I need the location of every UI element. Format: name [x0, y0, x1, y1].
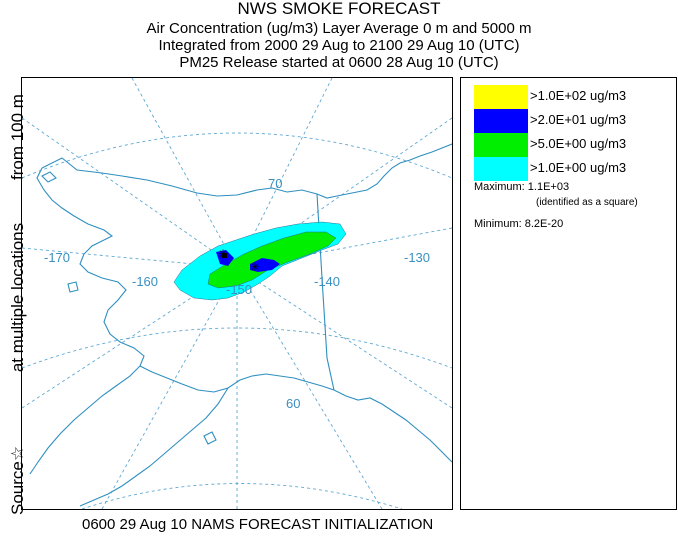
alaska-peninsula	[79, 387, 229, 507]
graticule	[21, 77, 453, 510]
lon-line-3	[21, 267, 238, 409]
island-2	[67, 281, 79, 293]
legend-item-20: >2.0E+01 ug/m3	[474, 109, 674, 133]
source-star-2: ✳	[250, 260, 260, 274]
lat-line-70	[21, 132, 453, 179]
arctic-coast	[41, 143, 453, 199]
lon-line-1	[21, 117, 238, 269]
lat-label-70: 70	[268, 176, 282, 191]
smoke-map: ✳ ✳ -170 -160 -150 -140 -130 70 60	[21, 77, 453, 510]
lon-label-170: -170	[44, 250, 70, 265]
maximum-note: (identified as a square)	[536, 197, 638, 208]
lon-label-160: -160	[132, 274, 158, 289]
lon-line-4	[101, 267, 238, 510]
integration-period: Integrated from 2000 29 Aug to 2100 29 A…	[158, 37, 520, 54]
grid-labels: -170 -160 -150 -140 -130 70 60	[44, 176, 430, 411]
coastlines	[29, 143, 453, 507]
concentration-legend: >1.0E+02 ug/m3 >2.0E+01 ug/m3 >5.0E+00 u…	[460, 77, 677, 510]
legend-item-5: >5.0E+00 ug/m3	[474, 133, 674, 157]
concentration-subtitle: Air Concentration (ug/m3) Layer Average …	[146, 20, 532, 37]
legend-label: >2.0E+01 ug/m3	[530, 112, 627, 127]
smoke-plume: ✳ ✳	[173, 221, 347, 301]
lon-label-150: -150	[226, 282, 252, 297]
map-canvas: ✳ ✳ -170 -160 -150 -140 -130 70 60	[21, 77, 453, 510]
legend-item-1: >1.0E+00 ug/m3	[474, 157, 674, 181]
legend-label: >1.0E+02 ug/m3	[530, 88, 627, 103]
source-star-1: ✳	[218, 247, 228, 261]
legend-swatch-cyan	[474, 157, 528, 181]
legend-swatch-green	[474, 133, 528, 157]
lat-line-50	[81, 483, 403, 510]
legend-swatch-blue	[474, 109, 528, 133]
island-1	[41, 171, 57, 183]
lon-line-11	[131, 77, 238, 269]
maximum-value: Maximum: 1.1E+03	[474, 181, 570, 193]
lon-line-7	[236, 267, 453, 409]
legend-swatch-yellow	[474, 85, 528, 109]
plume-contour-3	[250, 258, 280, 272]
lon-line-6	[236, 267, 383, 510]
island-3	[203, 431, 217, 445]
release-info: PM25 Release started at 0600 28 Aug 10 (…	[179, 54, 499, 71]
legend-item-100: >1.0E+02 ug/m3	[474, 85, 674, 109]
legend-label: >1.0E+00 ug/m3	[530, 160, 627, 175]
lon-label-140: -140	[314, 274, 340, 289]
lat-line-60	[21, 327, 453, 369]
legend-label: >5.0E+00 ug/m3	[530, 136, 627, 151]
minimum-value: Minimum: 8.2E-20	[474, 218, 564, 230]
forecast-title: NWS SMOKE FORECAST	[237, 0, 441, 18]
maximum-marker	[222, 253, 227, 258]
south-coast	[139, 365, 453, 463]
lat-label-60: 60	[286, 396, 300, 411]
west-coast	[29, 167, 145, 475]
initialization-footer: 0600 29 Aug 10 NAMS FORECAST INITIALIZAT…	[82, 516, 434, 533]
lon-label-130: -130	[404, 250, 430, 265]
